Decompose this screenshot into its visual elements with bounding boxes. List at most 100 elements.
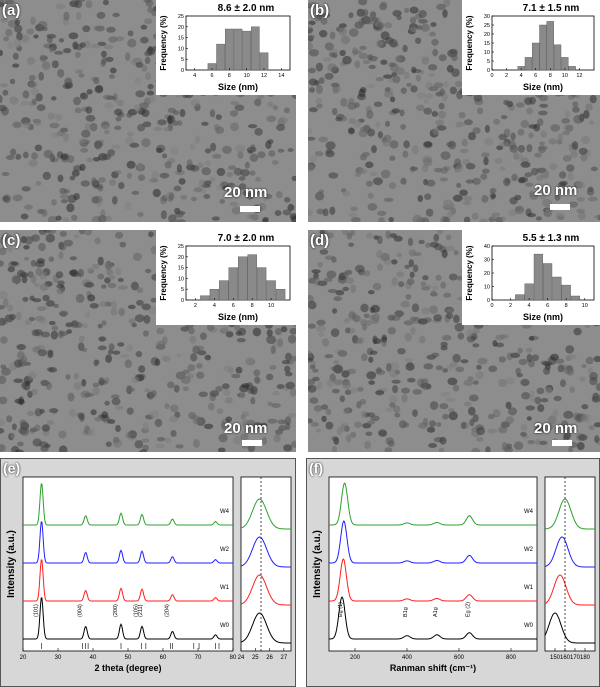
- nanoparticle: [432, 285, 438, 290]
- nanoparticle: [12, 121, 22, 129]
- nanoparticle: [137, 211, 144, 218]
- nanoparticle: [75, 293, 85, 303]
- nanoparticle: [460, 421, 467, 429]
- nanoparticle: [226, 182, 235, 187]
- nanoparticle: [156, 327, 165, 335]
- nanoparticle: [340, 97, 348, 107]
- nanoparticle: [192, 345, 200, 354]
- x-tick-label: 400: [402, 655, 413, 661]
- nanoparticle: [326, 270, 337, 279]
- nanoparticle: [137, 174, 146, 181]
- nanoparticle: [167, 116, 173, 125]
- nanoparticle: [162, 153, 168, 159]
- nanoparticle: [254, 376, 260, 384]
- nanoparticle: [308, 351, 313, 359]
- nanoparticle: [144, 388, 151, 393]
- nanoparticle: [225, 416, 233, 423]
- nanoparticle: [252, 190, 263, 196]
- nanoparticle: [366, 232, 374, 239]
- nanoparticle: [453, 250, 459, 256]
- nanoparticle: [205, 160, 212, 167]
- nanoparticle: [520, 120, 530, 128]
- nanoparticle: [308, 136, 316, 141]
- y-tick-label: 20: [178, 255, 184, 261]
- nanoparticle: [243, 427, 251, 436]
- nanoparticle: [215, 114, 222, 120]
- nanoparticle: [103, 94, 112, 100]
- nanoparticle: [125, 52, 131, 61]
- nanoparticle: [101, 411, 109, 419]
- nanoparticle: [364, 16, 375, 25]
- nanoparticle: [42, 294, 50, 302]
- nanoparticle: [0, 317, 6, 326]
- nanoparticle: [101, 284, 107, 289]
- nanoparticle: [141, 303, 151, 311]
- nanoparticle: [195, 186, 203, 193]
- nanoparticle: [344, 389, 352, 395]
- y-tick-label: 20: [178, 25, 184, 31]
- nanoparticle: [435, 365, 444, 371]
- inset-line-W2: [240, 536, 291, 568]
- nanoparticle: [117, 342, 125, 347]
- x-tick-label: 8: [228, 73, 231, 79]
- nanoparticle: [405, 362, 415, 371]
- nanoparticle: [324, 72, 334, 80]
- nanoparticle: [352, 50, 362, 55]
- inset-line-W1: [544, 574, 595, 606]
- nanoparticle: [431, 111, 438, 117]
- nanoparticle: [342, 190, 351, 197]
- nanoparticle: [40, 446, 49, 452]
- nanoparticle: [418, 335, 426, 344]
- nanoparticle: [147, 392, 154, 400]
- y-tick-label: 25: [178, 14, 184, 20]
- nanoparticle: [411, 303, 420, 313]
- nanoparticle: [358, 168, 368, 174]
- nanoparticle: [196, 363, 203, 369]
- nanoparticle: [572, 106, 580, 113]
- nanoparticle: [0, 247, 7, 256]
- histogram-bar: [256, 267, 267, 301]
- nanoparticle: [216, 408, 224, 415]
- nanoparticle: [330, 328, 340, 337]
- nanoparticle: [577, 211, 586, 221]
- nanoparticle: [248, 124, 258, 129]
- nanoparticle: [543, 367, 551, 375]
- nanoparticle: [250, 397, 256, 405]
- nanoparticle: [552, 409, 559, 417]
- nanoparticle: [110, 308, 118, 316]
- y-tick-label: 0: [181, 298, 184, 304]
- tem-image-a: (a) 8.6 ± 2.0 nm 4 6 8 10 12 14 0 5 10 15 20 25 Size …: [0, 0, 296, 222]
- scale-bar-label-c: 20 nm: [224, 420, 268, 437]
- nanoparticle: [392, 75, 401, 84]
- nanoparticle: [429, 305, 438, 314]
- nanoparticle: [358, 0, 368, 6]
- nanoparticle: [456, 182, 462, 188]
- nanoparticle: [105, 354, 112, 363]
- nanoparticle: [107, 149, 116, 157]
- nanoparticle: [97, 273, 105, 280]
- nanoparticle: [587, 367, 594, 374]
- nanoparticle: [341, 370, 350, 378]
- nanoparticle: [421, 286, 430, 291]
- nanoparticle: [421, 57, 430, 65]
- nanoparticle: [31, 152, 38, 160]
- nanoparticle: [533, 123, 541, 132]
- nanoparticle: [246, 192, 255, 200]
- x-tick-label: 70: [195, 655, 202, 661]
- nanoparticle: [68, 269, 77, 276]
- nanoparticle: [62, 217, 70, 222]
- nanoparticle: [550, 124, 560, 132]
- nanoparticle: [190, 353, 198, 362]
- nanoparticle: [97, 345, 107, 351]
- nanoparticle: [425, 93, 434, 99]
- nanoparticle: [410, 326, 416, 335]
- nanoparticle: [333, 379, 344, 386]
- nanoparticle: [139, 449, 147, 452]
- nanoparticle: [0, 260, 4, 267]
- nanoparticle: [84, 281, 95, 288]
- nanoparticle: [22, 90, 30, 99]
- nanoparticle: [188, 327, 195, 335]
- nanoparticle: [383, 74, 393, 79]
- nanoparticle: [254, 127, 263, 136]
- nanoparticle: [110, 67, 117, 74]
